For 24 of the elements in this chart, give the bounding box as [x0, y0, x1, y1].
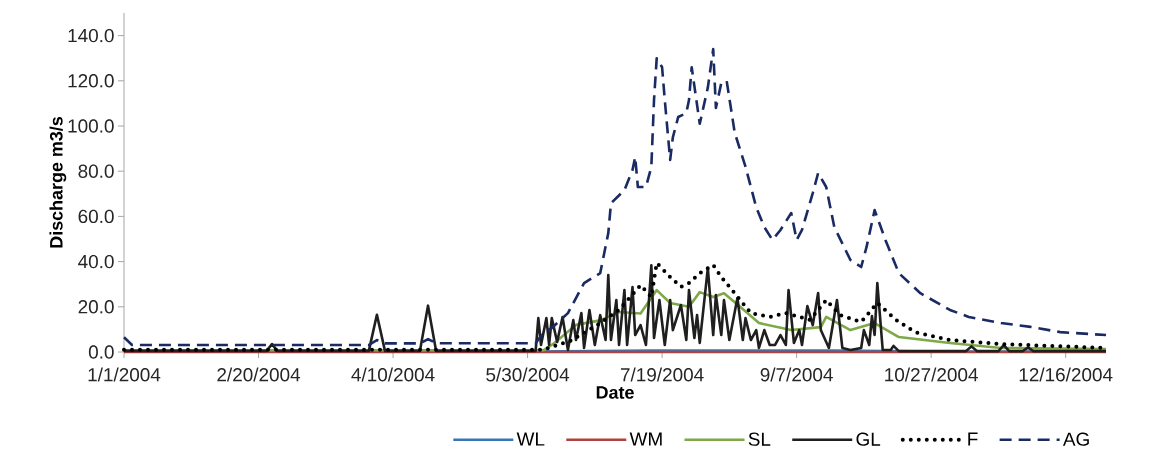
- x-tick-label: 10/27/2004: [885, 367, 978, 382]
- legend-label: WM: [629, 432, 662, 446]
- y-tick-label: 100.0: [68, 119, 114, 133]
- x-tick-label: 7/19/2004: [620, 367, 704, 382]
- x-tick-label: 2/20/2004: [217, 367, 301, 382]
- x-tick-label: 9/7/2004: [760, 367, 833, 382]
- x-tick-label: 12/16/2004: [1019, 367, 1113, 382]
- y-tick-label: 0.0: [88, 345, 114, 359]
- y-tick-label: 20.0: [78, 300, 114, 314]
- y-tick-label: 120.0: [68, 74, 114, 88]
- legend-label: AG: [1062, 432, 1089, 446]
- y-tick-label: 80.0: [78, 164, 114, 178]
- x-axis-title: Date: [596, 386, 634, 399]
- y-axis-title: Discharge m3/s: [49, 116, 67, 248]
- legend-label: GL: [856, 432, 881, 446]
- legend-label: WL: [516, 432, 545, 446]
- x-tick-label: 1/1/2004: [88, 367, 161, 382]
- y-tick-label: 140.0: [68, 28, 114, 43]
- legend-label: SL: [748, 432, 771, 446]
- y-tick-label: 60.0: [78, 209, 114, 224]
- x-tick-label: 5/30/2004: [486, 367, 570, 382]
- x-tick-label: 4/10/2004: [351, 367, 435, 382]
- legend-label: F: [968, 432, 978, 446]
- y-tick-label: 40.0: [78, 254, 114, 269]
